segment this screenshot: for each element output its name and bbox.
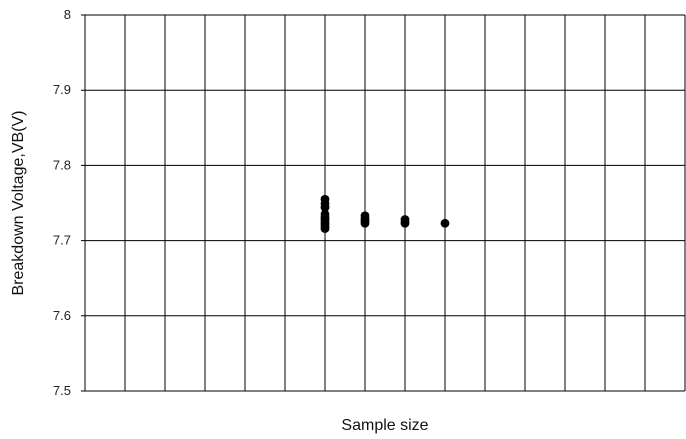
data-point bbox=[440, 218, 450, 228]
y-tick-label: 7.7 bbox=[53, 233, 71, 248]
y-tick-label: 8 bbox=[64, 7, 71, 22]
x-axis-title: Sample size bbox=[341, 417, 428, 434]
y-tick-label: 7.9 bbox=[53, 82, 71, 97]
data-point bbox=[400, 218, 410, 228]
y-tick-label: 7.8 bbox=[53, 157, 71, 172]
data-point bbox=[320, 203, 330, 212]
data-point bbox=[320, 224, 330, 233]
grid-lines bbox=[81, 14, 686, 392]
data-point bbox=[360, 218, 370, 228]
y-tick-label: 7.6 bbox=[53, 308, 71, 323]
data-points bbox=[320, 194, 450, 233]
y-tick-label: 7.5 bbox=[53, 383, 71, 398]
y-axis-title: Breakdown Voltage,VB(V) bbox=[10, 111, 27, 296]
y-tick-labels: 7.5 7.6 7.7 7.8 7.9 8 bbox=[53, 7, 71, 398]
plot-background bbox=[85, 15, 685, 391]
